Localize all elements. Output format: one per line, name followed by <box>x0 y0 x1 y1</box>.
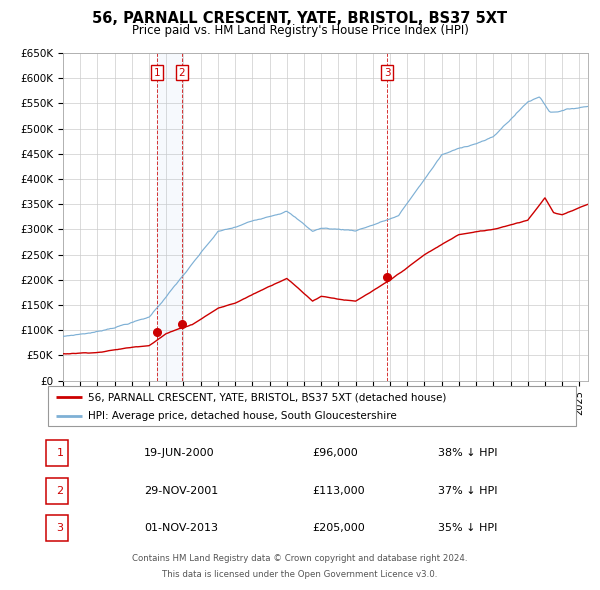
Text: 29-NOV-2001: 29-NOV-2001 <box>144 486 218 496</box>
Text: 38% ↓ HPI: 38% ↓ HPI <box>438 448 497 458</box>
Text: £96,000: £96,000 <box>312 448 358 458</box>
Text: 01-NOV-2013: 01-NOV-2013 <box>144 523 218 533</box>
Text: 1: 1 <box>154 68 160 78</box>
Text: 1: 1 <box>56 448 64 458</box>
Text: 2: 2 <box>179 68 185 78</box>
Text: £205,000: £205,000 <box>312 523 365 533</box>
Text: HPI: Average price, detached house, South Gloucestershire: HPI: Average price, detached house, Sout… <box>88 411 397 421</box>
Text: This data is licensed under the Open Government Licence v3.0.: This data is licensed under the Open Gov… <box>163 571 437 579</box>
Text: 56, PARNALL CRESCENT, YATE, BRISTOL, BS37 5XT (detached house): 56, PARNALL CRESCENT, YATE, BRISTOL, BS3… <box>88 392 446 402</box>
Text: Price paid vs. HM Land Registry's House Price Index (HPI): Price paid vs. HM Land Registry's House … <box>131 24 469 37</box>
Text: Contains HM Land Registry data © Crown copyright and database right 2024.: Contains HM Land Registry data © Crown c… <box>132 554 468 563</box>
Text: 35% ↓ HPI: 35% ↓ HPI <box>438 523 497 533</box>
FancyBboxPatch shape <box>48 386 576 426</box>
Text: 19-JUN-2000: 19-JUN-2000 <box>144 448 215 458</box>
Bar <box>157 53 182 381</box>
Text: £113,000: £113,000 <box>312 486 365 496</box>
Text: 3: 3 <box>384 68 391 78</box>
Text: 2: 2 <box>56 486 64 496</box>
Text: 37% ↓ HPI: 37% ↓ HPI <box>438 486 497 496</box>
Text: 56, PARNALL CRESCENT, YATE, BRISTOL, BS37 5XT: 56, PARNALL CRESCENT, YATE, BRISTOL, BS3… <box>92 11 508 25</box>
Text: 3: 3 <box>56 523 64 533</box>
